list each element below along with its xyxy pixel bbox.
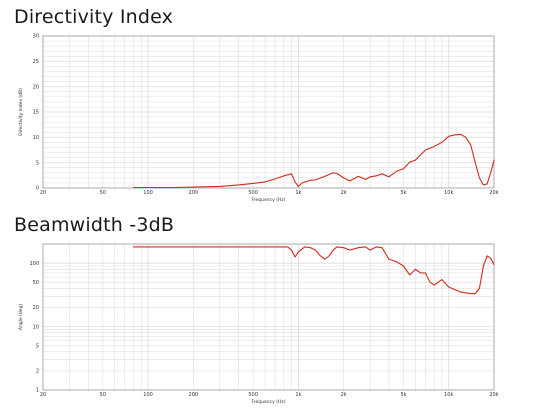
x-tick-label: 20 (40, 190, 46, 196)
x-tick-label: 5k (400, 190, 406, 196)
chart-title-beamwidth: Beamwidth -3dB (14, 214, 175, 236)
y-tick-label: 10 (33, 135, 39, 141)
plot-area (43, 244, 494, 390)
x-tick-label: 500 (248, 190, 258, 196)
x-tick-label: 500 (248, 392, 258, 398)
x-tick-label: 20k (489, 190, 498, 196)
y-tick-label: 20 (33, 84, 39, 90)
y-tick-label: 25 (33, 59, 39, 65)
x-tick-label: 2k (341, 392, 347, 398)
x-tick-label: 100 (143, 190, 153, 196)
x-tick-label: 2k (341, 190, 347, 196)
x-tick-label: 1k (295, 392, 301, 398)
x-tick-label: 20k (489, 392, 498, 398)
y-tick-label: 10 (33, 324, 39, 330)
plot-frame (42, 243, 495, 391)
x-axis-label: Frequency (Hz) (252, 399, 286, 405)
y-tick-label: 20 (33, 305, 39, 311)
y-tick-label: 1 (36, 388, 39, 394)
x-tick-label: 20 (40, 392, 46, 398)
series-line (132, 133, 495, 189)
x-tick-label: 5k (400, 392, 406, 398)
series-line (132, 246, 495, 295)
x-tick-label: 50 (100, 190, 106, 196)
y-tick-label: 100 (29, 261, 39, 267)
plot-frame (42, 35, 495, 189)
y-tick-label: 30 (33, 34, 39, 40)
x-axis-label: Frequency (Hz) (252, 197, 286, 203)
x-tick-label: 1k (295, 190, 301, 196)
x-tick-label: 100 (143, 392, 153, 398)
y-tick-label: 15 (33, 110, 39, 116)
beamwidth-chart: 20 50 100 200 500 1k 2k 5k 10k 20k 1 2 5 10 20 50 100 Fre… (18, 243, 499, 405)
y-tick-label: 2 (36, 369, 39, 375)
x-tick-label: 200 (189, 190, 199, 196)
x-tick-label: 10k (444, 190, 453, 196)
chart-title-directivity: Directivity Index (14, 6, 174, 28)
y-axis-label: Angle (deg) (18, 304, 24, 330)
y-tick-label: 5 (36, 343, 39, 349)
y-tick-label: 0 (36, 186, 39, 192)
y-axis-label: Directivity Index (dB) (18, 88, 24, 136)
x-tick-label: 10k (444, 392, 453, 398)
x-tick-label: 50 (100, 392, 106, 398)
y-tick-label: 5 (36, 160, 39, 166)
y-tick-label: 50 (33, 280, 39, 286)
directivity-chart: 20 50 100 200 500 1k 2k 5k 10k 20k 0 5 10 15 20 25 30 Fre… (18, 34, 499, 203)
x-tick-label: 200 (189, 392, 199, 398)
